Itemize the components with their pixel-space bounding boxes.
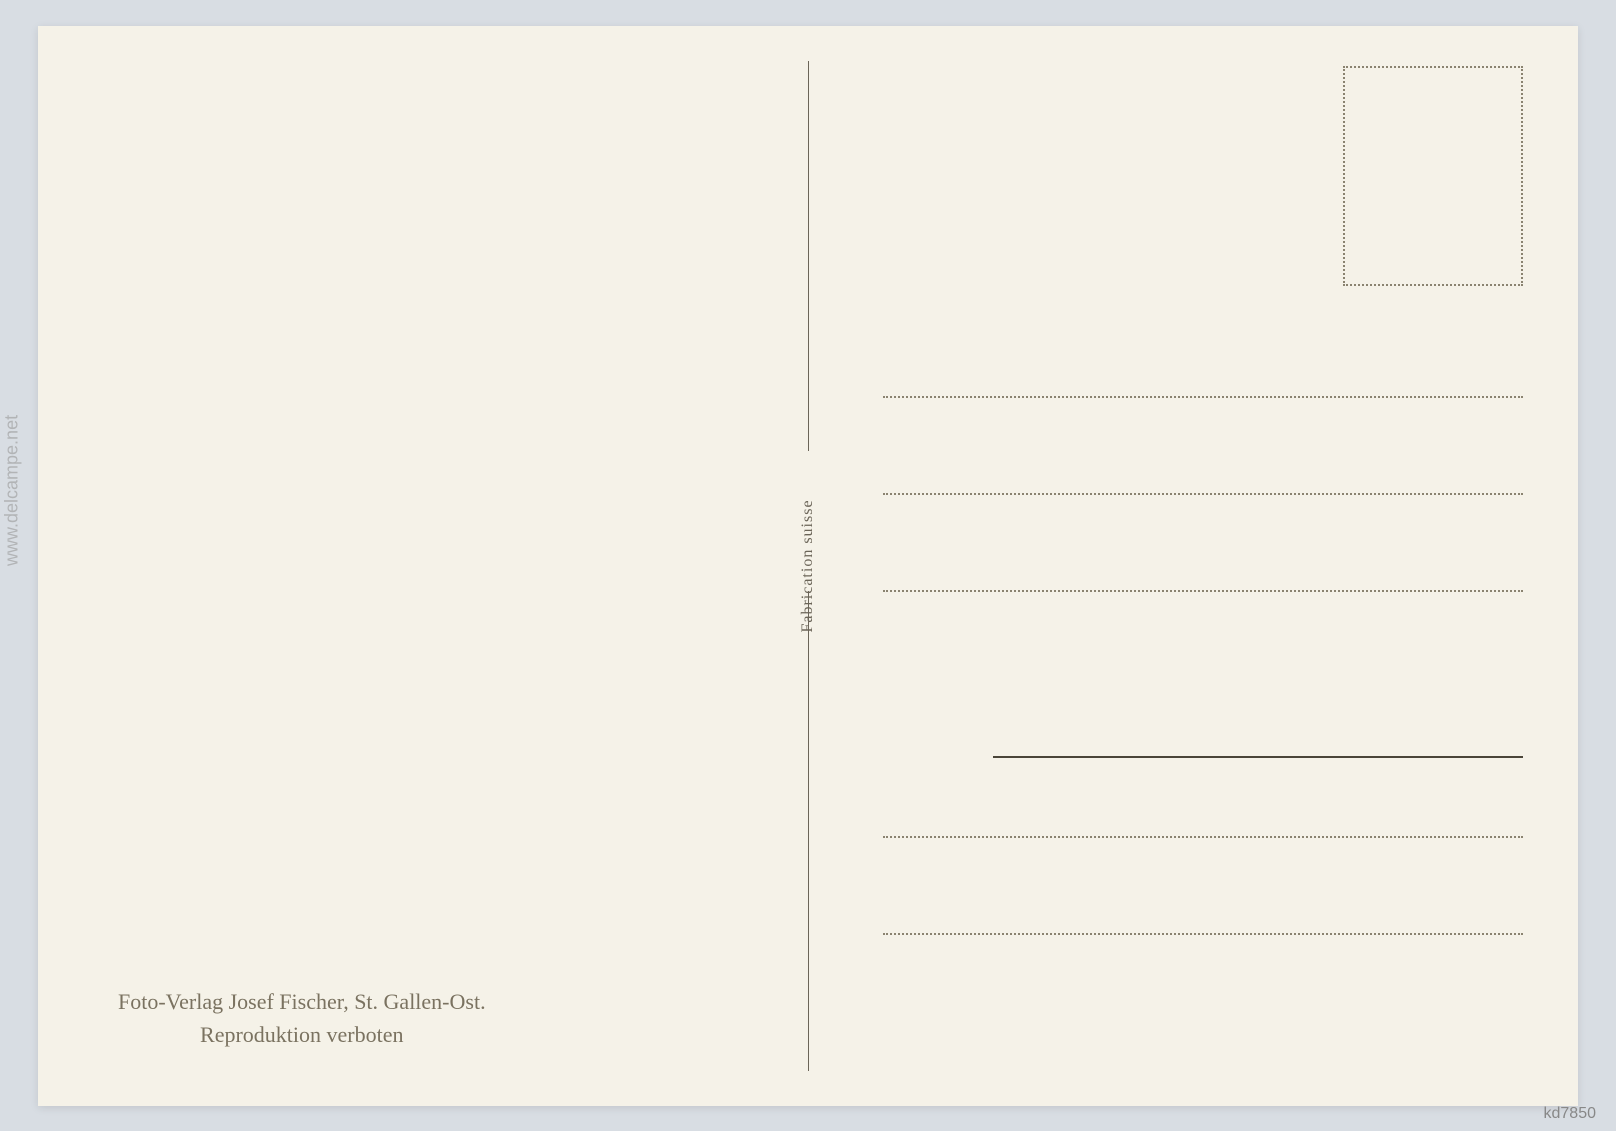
address-line — [883, 396, 1523, 398]
publisher-line1: Foto-Verlag Josef Fischer, St. Gallen-Os… — [118, 985, 486, 1018]
address-line — [883, 590, 1523, 592]
address-line — [883, 493, 1523, 495]
center-divider-bottom — [808, 591, 809, 1071]
address-solid-line — [993, 756, 1523, 758]
address-section-lower — [883, 836, 1523, 935]
address-line — [883, 836, 1523, 838]
stamp-placeholder — [1343, 66, 1523, 286]
item-id: kd7850 — [1544, 1105, 1597, 1123]
publisher-credit: Foto-Verlag Josef Fischer, St. Gallen-Os… — [118, 985, 486, 1051]
postcard-back: Fabrication suisse Foto-Verlag Josef Fis… — [38, 26, 1578, 1106]
fabrication-label: Fabrication suisse — [799, 499, 817, 632]
publisher-line2: Reproduktion verboten — [118, 1018, 486, 1051]
center-divider-top — [808, 61, 809, 451]
address-section — [883, 396, 1523, 592]
watermark-text: www.delcampe.net — [2, 414, 23, 565]
address-line — [883, 933, 1523, 935]
